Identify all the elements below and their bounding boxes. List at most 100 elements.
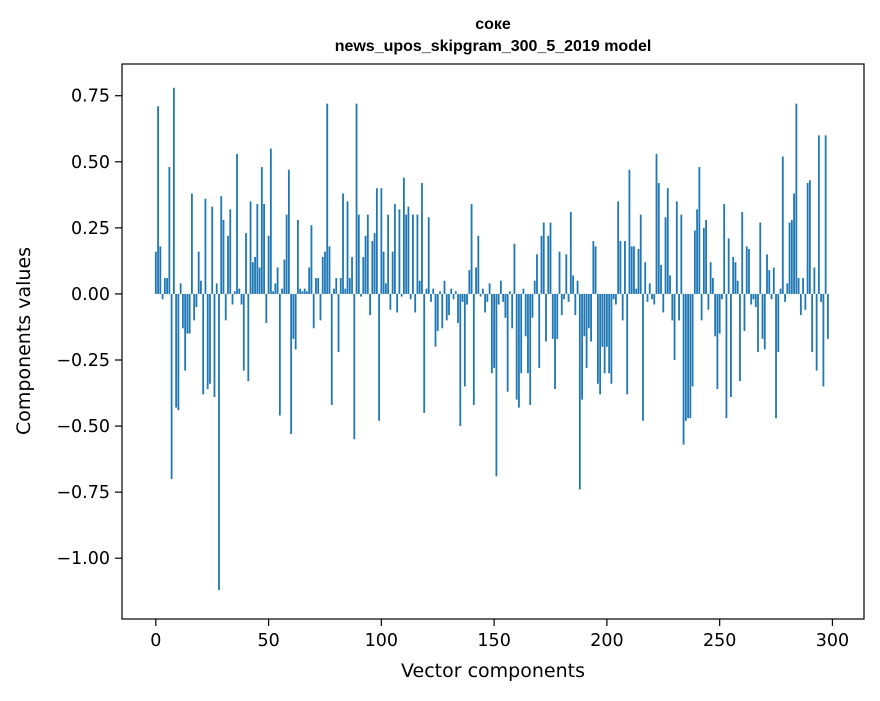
bar-221 bbox=[653, 293, 656, 305]
bar-32 bbox=[227, 235, 229, 294]
bar-142 bbox=[475, 267, 477, 294]
bar-255 bbox=[730, 293, 732, 397]
bar-0 bbox=[154, 251, 157, 294]
bar-192 bbox=[587, 293, 590, 329]
bar-266 bbox=[754, 293, 757, 308]
bar-90 bbox=[357, 214, 360, 294]
bar-292 bbox=[813, 267, 816, 294]
bar-205 bbox=[617, 201, 620, 294]
bar-202 bbox=[610, 293, 613, 384]
bar-294 bbox=[817, 135, 820, 294]
bar-277 bbox=[779, 288, 782, 294]
bar-217 bbox=[644, 262, 647, 294]
bar-40 bbox=[245, 233, 247, 294]
bar-89 bbox=[355, 103, 358, 294]
bar-197 bbox=[599, 293, 602, 395]
bar-194 bbox=[592, 241, 595, 294]
bar-285 bbox=[797, 278, 800, 294]
bar-271 bbox=[766, 254, 768, 294]
bar-288 bbox=[804, 293, 807, 310]
bar-21 bbox=[202, 293, 205, 395]
bar-201 bbox=[608, 293, 611, 374]
bar-203 bbox=[612, 293, 615, 300]
bar-1 bbox=[157, 106, 159, 294]
y-tick-label: 0.25 bbox=[71, 219, 110, 239]
bar-77 bbox=[328, 246, 331, 294]
y-tick-label: −0.50 bbox=[56, 417, 110, 437]
bar-210 bbox=[628, 169, 631, 294]
x-tick-label: 250 bbox=[703, 631, 736, 651]
bar-104 bbox=[389, 293, 392, 310]
x-tick-label: 100 bbox=[365, 631, 398, 651]
bar-73 bbox=[319, 293, 322, 321]
bar-9 bbox=[175, 293, 178, 408]
bar-254 bbox=[727, 238, 730, 294]
bar-92 bbox=[362, 256, 365, 294]
bar-251 bbox=[721, 293, 723, 300]
bar-209 bbox=[626, 293, 629, 395]
bar-175 bbox=[549, 222, 552, 294]
bar-264 bbox=[750, 293, 753, 305]
y-tick-label: −0.25 bbox=[56, 351, 110, 371]
bar-14 bbox=[186, 293, 189, 334]
bar-212 bbox=[633, 246, 635, 294]
bar-5 bbox=[166, 278, 168, 294]
bar-250 bbox=[718, 293, 721, 334]
bar-2 bbox=[159, 246, 162, 294]
bar-114 bbox=[412, 214, 414, 294]
bar-185 bbox=[572, 275, 574, 294]
bar-169 bbox=[536, 254, 538, 294]
bar-7 bbox=[170, 293, 173, 479]
bar-18 bbox=[195, 293, 198, 308]
bar-63 bbox=[297, 219, 299, 294]
bar-223 bbox=[657, 182, 660, 294]
bar-263 bbox=[748, 249, 750, 294]
y-axis-label: Components values bbox=[13, 247, 35, 435]
bar-132 bbox=[452, 293, 455, 300]
bar-26 bbox=[213, 293, 216, 397]
bar-267 bbox=[757, 293, 759, 353]
bar-108 bbox=[398, 209, 401, 294]
bar-83 bbox=[342, 193, 344, 294]
bar-198 bbox=[601, 293, 604, 347]
bar-25 bbox=[211, 206, 214, 294]
bar-232 bbox=[678, 293, 680, 321]
bar-136 bbox=[461, 293, 464, 302]
bar-164 bbox=[524, 293, 527, 337]
bar-3 bbox=[161, 293, 164, 300]
bars-group bbox=[154, 87, 829, 590]
bar-274 bbox=[772, 267, 775, 294]
bar-39 bbox=[242, 293, 245, 371]
bar-258 bbox=[736, 280, 739, 294]
bar-177 bbox=[554, 293, 556, 390]
bar-170 bbox=[538, 293, 541, 368]
bar-98 bbox=[375, 188, 378, 294]
bar-105 bbox=[391, 251, 394, 294]
bar-24 bbox=[209, 293, 211, 384]
bar-62 bbox=[294, 293, 297, 350]
bar-259 bbox=[739, 293, 741, 382]
bar-279 bbox=[784, 293, 786, 302]
bar-206 bbox=[619, 241, 622, 294]
bar-82 bbox=[339, 278, 342, 294]
bar-139 bbox=[468, 270, 471, 294]
bar-109 bbox=[400, 293, 403, 297]
bar-257 bbox=[734, 262, 737, 294]
bar-151 bbox=[495, 293, 498, 477]
bar-100 bbox=[380, 188, 383, 294]
x-tick-label: 200 bbox=[590, 631, 623, 651]
bar-200 bbox=[605, 293, 608, 347]
bar-131 bbox=[450, 288, 453, 294]
bar-107 bbox=[396, 293, 399, 313]
bar-66 bbox=[303, 288, 306, 294]
bar-16 bbox=[191, 193, 193, 294]
y-tick-label: −1.00 bbox=[56, 549, 110, 569]
bar-111 bbox=[405, 214, 408, 294]
bar-242 bbox=[700, 293, 703, 321]
bar-196 bbox=[596, 293, 599, 384]
bar-102 bbox=[384, 283, 387, 294]
bar-284 bbox=[795, 103, 798, 294]
bar-253 bbox=[725, 293, 728, 419]
